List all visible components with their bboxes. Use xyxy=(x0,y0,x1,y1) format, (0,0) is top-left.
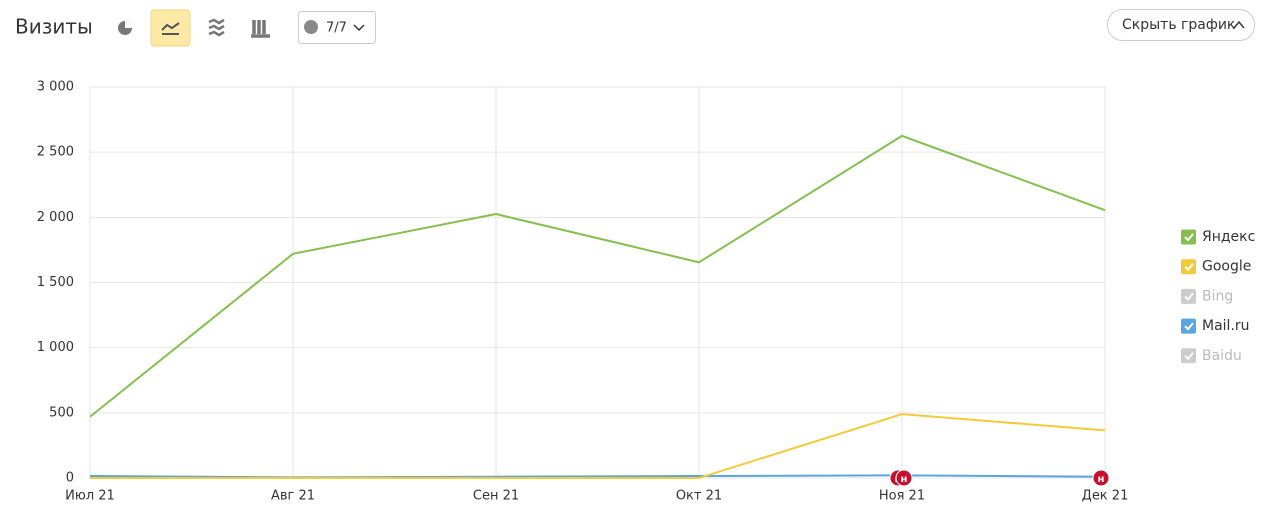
legend-check xyxy=(1184,292,1194,301)
legend-checkbox xyxy=(1181,229,1196,245)
chart-type-line[interactable] xyxy=(150,9,191,47)
chart-type-pie[interactable] xyxy=(118,21,132,35)
legend-label: Bing xyxy=(1202,288,1233,304)
legend-item[interactable]: Google xyxy=(1181,259,1251,275)
y-tick-label: 2 000 xyxy=(37,210,74,225)
legend-checkbox xyxy=(1181,259,1196,275)
legend-item[interactable]: Bing xyxy=(1181,288,1233,304)
x-tick-label: Июл 21 xyxy=(65,489,115,504)
legend-check xyxy=(1184,352,1194,361)
y-tick-label: 0 xyxy=(66,471,74,486)
chart-type-bars[interactable] xyxy=(251,20,270,38)
legend-label: Яндекс xyxy=(1202,229,1255,245)
legend-item[interactable]: Baidu xyxy=(1181,348,1242,364)
x-tick-label: Окт 21 xyxy=(676,489,722,504)
legend-check xyxy=(1184,233,1194,242)
legend-checkbox xyxy=(1181,348,1196,364)
annotation-dot xyxy=(1092,469,1110,487)
y-tick-label: 500 xyxy=(49,405,74,420)
annotation-text: н xyxy=(1098,474,1105,485)
annotation-text: н xyxy=(901,474,908,485)
annotation-dot xyxy=(895,469,913,487)
legend-check xyxy=(1184,322,1194,331)
comments-dropdown[interactable]: 7/7 xyxy=(298,11,376,44)
x-tick-label: Ноя 21 xyxy=(879,489,925,504)
legend-label: Google xyxy=(1202,259,1251,275)
y-tick-label: 3 000 xyxy=(37,80,74,95)
comments-count: 7/7 xyxy=(326,21,347,36)
y-tick-label: 1 500 xyxy=(37,275,74,290)
chart-type-area[interactable] xyxy=(208,18,225,37)
legend-label: Mail.ru xyxy=(1202,318,1250,334)
y-tick-label: 2 500 xyxy=(37,145,74,160)
x-tick-label: Авг 21 xyxy=(271,489,315,504)
legend-check xyxy=(1184,263,1194,272)
annotation-marker[interactable]: н xyxy=(895,469,913,487)
title: Визиты xyxy=(15,15,93,39)
legend-checkbox xyxy=(1181,318,1196,334)
series-line xyxy=(89,134,1106,418)
x-tick-label: Дек 21 xyxy=(1082,489,1129,504)
x-tick-label: Сен 21 xyxy=(473,489,519,504)
legend-item[interactable]: Mail.ru xyxy=(1181,318,1250,334)
legend-checkbox xyxy=(1181,288,1196,304)
series-line xyxy=(90,413,1106,479)
legend-item[interactable]: Яндекс xyxy=(1181,229,1255,245)
legend-label: Baidu xyxy=(1202,348,1242,364)
y-tick-label: 1 000 xyxy=(37,340,74,355)
hide-chart-label: Скрыть график xyxy=(1122,17,1235,33)
hide-chart-button[interactable]: Скрыть график xyxy=(1107,9,1255,41)
annotation-marker[interactable]: н xyxy=(1092,469,1110,487)
